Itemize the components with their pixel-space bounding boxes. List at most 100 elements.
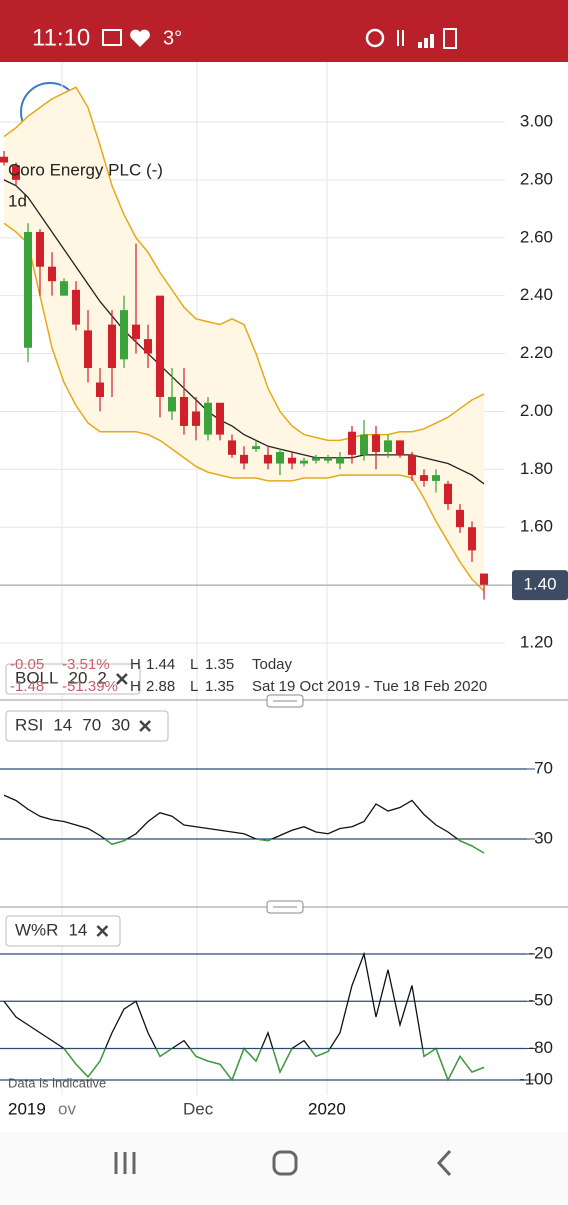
bollinger-upper — [3, 86, 485, 442]
y-tick-label: 2.80 — [520, 169, 553, 188]
candle-body — [156, 295, 164, 397]
candle-body — [204, 402, 212, 435]
y-tick-label: 2.20 — [520, 343, 553, 362]
candle-body — [396, 440, 404, 455]
last-price-box — [512, 570, 568, 601]
info-text: 1.35 — [205, 678, 234, 695]
candle-body — [72, 289, 80, 325]
candle-body — [408, 454, 416, 476]
x-label: Dec — [183, 1099, 214, 1118]
candle-body — [300, 460, 308, 464]
footnote: Data is indicative — [8, 1075, 106, 1090]
candle-body — [84, 330, 92, 369]
chip-text: RSI — [15, 715, 43, 734]
chart-title: Coro Energy PLC (-) — [8, 160, 163, 179]
candle-body — [324, 457, 332, 461]
home-button[interactable] — [272, 1150, 298, 1176]
info-text: Sat 19 Oct 2019 - Tue 18 Feb 2020 — [252, 678, 487, 695]
candle-body — [432, 475, 440, 481]
wr-line — [3, 951, 485, 1082]
candle-body — [288, 457, 296, 464]
candle-body — [384, 440, 392, 452]
info-text: -0.05 — [10, 656, 44, 673]
candle-body — [144, 339, 152, 354]
y-tick-label: 30 — [534, 828, 553, 847]
y-tick-label: 2.40 — [520, 285, 553, 304]
info-text: -1.48 — [10, 678, 44, 695]
candle-body — [456, 509, 464, 528]
nav-bar — [0, 1132, 568, 1200]
candle-body — [96, 382, 104, 397]
y-tick-label: -50 — [528, 991, 553, 1010]
candle-body — [216, 402, 224, 435]
indicator-chip — [5, 663, 141, 695]
info-text: -3.51% — [62, 656, 110, 673]
recents-button[interactable] — [114, 1152, 136, 1174]
chip-text: 70 — [82, 715, 101, 734]
candle-body — [132, 324, 140, 340]
clock: 11:10 — [32, 24, 90, 51]
y-tick-label: 3.00 — [520, 111, 553, 130]
info-text: L — [190, 678, 198, 695]
candle-body — [348, 431, 356, 455]
chip-close[interactable] — [115, 673, 128, 685]
candle-body — [60, 281, 68, 296]
chip-text: 14 — [53, 715, 72, 734]
candle-body — [48, 266, 56, 282]
candle-body — [168, 396, 176, 412]
chips: BOLL 20 2 RSI 14 70 30 W%R 14 — [5, 663, 169, 947]
back-nav-button[interactable] — [436, 1149, 452, 1177]
candle-body — [180, 396, 188, 426]
rsi-pane: 70 30 — [0, 758, 553, 854]
candle-body — [336, 457, 344, 464]
candle-body — [12, 165, 20, 180]
gallery-icon — [102, 29, 122, 46]
rsi-line — [3, 794, 485, 854]
y-tick-label: 2.00 — [520, 401, 553, 420]
wr-oversold-line — [62, 1048, 485, 1082]
info-text: Today — [252, 656, 293, 673]
y-tick-label: 1.20 — [520, 632, 553, 651]
chip-text: 2 — [97, 668, 106, 687]
candle-body — [360, 434, 368, 455]
x-label: 2019 — [8, 1099, 46, 1118]
x-label: 2020 — [308, 1099, 346, 1118]
candle-body — [120, 310, 128, 360]
candle-body — [36, 231, 44, 267]
info-text: 2.88 — [146, 678, 175, 695]
chip-text: 14 — [68, 920, 87, 939]
candle-body — [480, 573, 488, 586]
candle-body — [24, 231, 32, 348]
candle-body — [0, 156, 8, 163]
signal-icon — [418, 34, 434, 48]
candle-body — [312, 457, 320, 461]
y-tick-label: -100 — [519, 1069, 553, 1088]
y-tick-label: 2.60 — [520, 227, 553, 246]
candle-body — [276, 451, 284, 464]
data-icon — [397, 30, 404, 46]
interval: 1d — [8, 191, 27, 210]
y-tick-label: -80 — [528, 1038, 553, 1057]
bollinger-lower — [3, 222, 485, 592]
candle-body — [252, 446, 260, 450]
y-tick-label: 70 — [534, 758, 553, 777]
chip-text: 20 — [68, 668, 87, 687]
candle-body — [228, 440, 236, 455]
wr-pane: -20 -50 -80 -100 — [0, 943, 553, 1088]
info-text: H — [130, 656, 141, 673]
candle-body — [468, 527, 476, 551]
chip-close[interactable] — [139, 720, 151, 732]
y-tick-label: -20 — [528, 943, 553, 962]
indicator-chip — [5, 915, 121, 947]
rsi-oversold-line — [103, 839, 485, 854]
x-label: ov — [58, 1099, 76, 1118]
chip-close[interactable] — [96, 925, 109, 937]
candle-body — [420, 475, 428, 481]
info-text: 1.35 — [205, 656, 234, 673]
candle-body — [108, 324, 116, 369]
indicator-chip — [5, 710, 169, 742]
candle-body — [240, 454, 248, 464]
battery-icon — [443, 28, 457, 49]
candle-body — [444, 483, 452, 505]
